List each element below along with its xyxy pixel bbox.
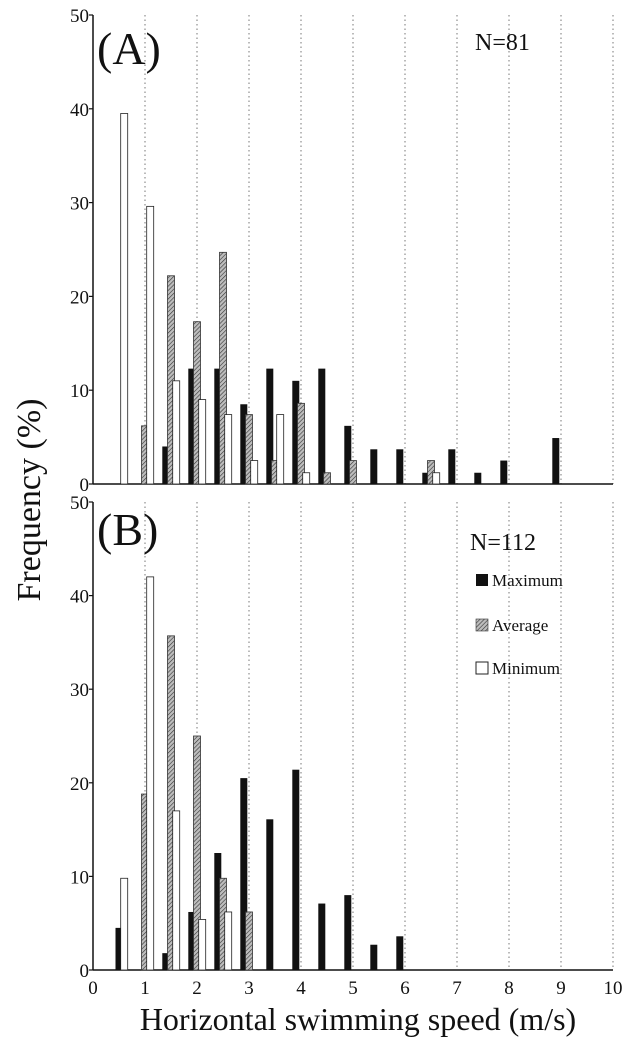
bar-maximum-a bbox=[448, 449, 456, 484]
x-tick-label: 10 bbox=[604, 978, 623, 999]
y-axis-label: Frequency (%) bbox=[11, 399, 48, 602]
bar-maximum-a bbox=[266, 368, 274, 484]
bar-minimum-a bbox=[250, 460, 259, 485]
x-tick-label: 8 bbox=[504, 978, 514, 999]
panel-b-annotation: N=112 bbox=[470, 530, 536, 556]
y-tick-label: 0 bbox=[80, 961, 90, 982]
bar-minimum-a bbox=[224, 414, 233, 485]
x-tick-label: 7 bbox=[452, 978, 462, 999]
x-tick-label: 6 bbox=[400, 978, 410, 999]
x-tick-label: 9 bbox=[556, 978, 566, 999]
bar-maximum-b bbox=[318, 903, 326, 970]
bar-maximum-b bbox=[396, 936, 404, 970]
legend-label-average: Average bbox=[492, 616, 548, 635]
legend-swatch-average bbox=[475, 618, 489, 632]
bar-average-a bbox=[427, 460, 435, 485]
bar-minimum-a bbox=[276, 414, 285, 485]
panel-a-label: (A) bbox=[97, 23, 161, 74]
bar-average-a bbox=[245, 414, 253, 485]
bar-average-b bbox=[193, 735, 201, 971]
bar-maximum-b bbox=[292, 769, 300, 970]
bar-maximum-a bbox=[396, 449, 404, 484]
bar-minimum-a bbox=[120, 113, 129, 485]
y-tick-label: 50 bbox=[70, 6, 89, 27]
y-tick-label: 10 bbox=[70, 381, 89, 402]
bar-maximum-a bbox=[318, 368, 326, 484]
x-tick-label: 4 bbox=[296, 978, 306, 999]
panel-b-label: (B) bbox=[97, 504, 158, 555]
bar-maximum-b bbox=[240, 778, 248, 970]
bar-minimum-b bbox=[146, 576, 155, 971]
legend-label-minimum: Minimum bbox=[492, 659, 560, 678]
x-axis-label: Horizontal swimming speed (m/s) bbox=[140, 1001, 576, 1037]
legend-swatch-minimum bbox=[475, 661, 489, 675]
bar-maximum-a bbox=[500, 460, 508, 484]
bar-maximum-a bbox=[188, 368, 196, 484]
bar-maximum-a bbox=[552, 438, 560, 484]
bar-minimum-b bbox=[120, 877, 129, 971]
panel-a-chart: 0 10 20 30 40 50 bbox=[70, 6, 614, 496]
x-tick-label: 1 bbox=[140, 978, 150, 999]
x-tick-label: 2 bbox=[192, 978, 202, 999]
bar-maximum-a bbox=[214, 368, 222, 484]
bar-maximum-a bbox=[474, 472, 482, 484]
x-tick-label: 3 bbox=[244, 978, 254, 999]
bar-maximum-a bbox=[292, 380, 300, 484]
y-tick-label: 30 bbox=[70, 194, 89, 215]
panel-b-chart: 0 10 20 30 40 50 0 1 2 3 4 5 6 7 8 9 10 bbox=[70, 493, 623, 999]
y-tick-label: 0 bbox=[80, 475, 90, 496]
bar-maximum-b bbox=[370, 944, 378, 970]
bar-minimum-b bbox=[172, 810, 181, 971]
bar-average-a bbox=[167, 275, 175, 485]
legend-label-maximum: Maximum bbox=[492, 571, 563, 590]
bar-maximum-b bbox=[188, 911, 196, 970]
bar-maximum-a bbox=[344, 425, 352, 484]
bar-maximum-a bbox=[240, 404, 248, 484]
bar-minimum-b bbox=[198, 919, 207, 971]
bar-maximum-a bbox=[370, 449, 378, 484]
bar-maximum-a bbox=[162, 446, 170, 484]
bar-minimum-a bbox=[146, 205, 155, 485]
panel-a-annotation: N=81 bbox=[475, 30, 530, 56]
bar-average-a bbox=[297, 402, 305, 485]
x-tick-label: 5 bbox=[348, 978, 358, 999]
bar-minimum-a bbox=[432, 472, 441, 485]
legend: Maximum Average Minimum bbox=[475, 571, 563, 678]
y-tick-label: 40 bbox=[70, 100, 89, 121]
y-tick-label: 50 bbox=[70, 493, 89, 514]
bar-average-a bbox=[323, 472, 331, 485]
bar-average-b bbox=[245, 911, 253, 971]
bar-average-a bbox=[349, 460, 357, 485]
bar-maximum-b bbox=[162, 953, 170, 970]
bar-minimum-b bbox=[224, 911, 233, 971]
bar-minimum-a bbox=[198, 399, 207, 485]
legend-swatch-maximum bbox=[476, 574, 488, 586]
bar-maximum-b bbox=[214, 853, 222, 970]
y-tick-label: 20 bbox=[70, 774, 89, 795]
bar-minimum-a bbox=[302, 472, 311, 485]
y-tick-label: 40 bbox=[70, 587, 89, 608]
bar-maximum-b bbox=[115, 927, 123, 970]
bar-average-b bbox=[167, 635, 175, 971]
y-tick-label: 10 bbox=[70, 867, 89, 888]
bar-maximum-b bbox=[344, 895, 352, 970]
x-tick-label: 0 bbox=[88, 978, 98, 999]
bar-average-a bbox=[219, 251, 227, 485]
bar-minimum-a bbox=[172, 380, 181, 485]
y-tick-label: 30 bbox=[70, 680, 89, 701]
y-tick-label: 20 bbox=[70, 287, 89, 308]
bar-maximum-b bbox=[266, 819, 274, 970]
bar-maximum-a bbox=[422, 472, 430, 484]
